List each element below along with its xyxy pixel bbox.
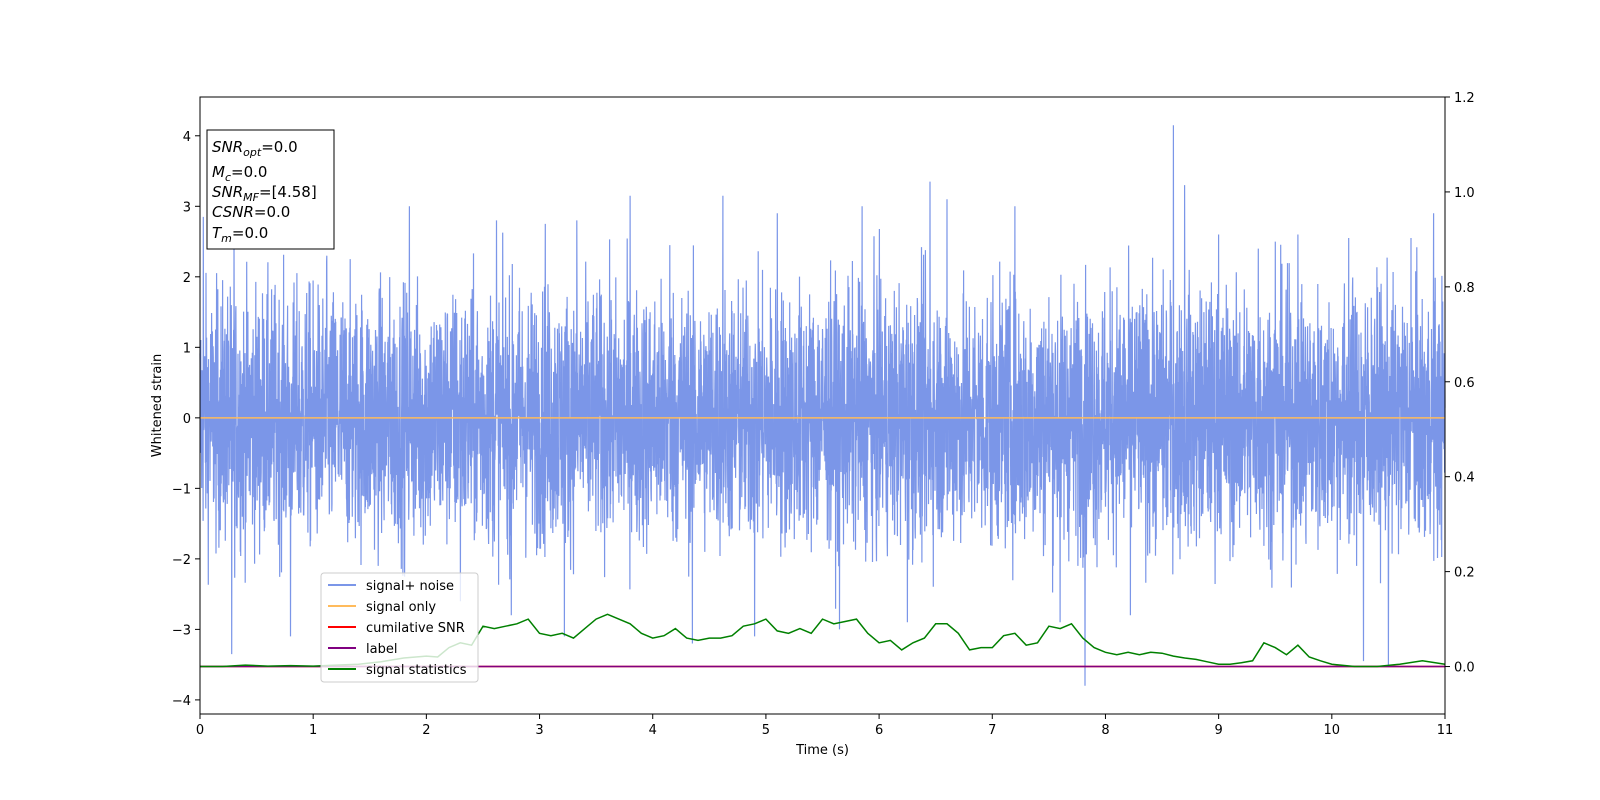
info-tm: Tm=0.0 [212,224,268,245]
legend-label-label: label [366,642,397,657]
legend: signal+ noise signal only cumilative SNR… [320,572,479,683]
y2-axis-ticks: 0.0 0.2 0.4 0.6 0.8 1.0 1.2 [1445,91,1475,676]
x-tick-label: 6 [875,723,883,738]
y2-tick-label: 0.8 [1454,281,1475,296]
x-tick-label: 7 [988,723,996,738]
info-box-frame [206,129,335,250]
signal-statistics-series [200,613,1446,668]
x-tick-label: 8 [1101,723,1109,738]
y-tick-label: 4 [183,130,191,145]
y2-tick-label: 0.2 [1454,566,1475,581]
x-tick-label: 5 [762,723,770,738]
y-tick-label: −1 [172,482,191,497]
x-tick-label: 0 [196,723,204,738]
y2-tick-label: 0.4 [1454,471,1475,486]
signal-statistics-line [200,613,1446,668]
x-tick-label: 4 [649,723,657,738]
info-snr-opt: SNRopt=0.0 [212,138,298,159]
x-tick-label: 2 [422,723,430,738]
y-tick-label: −2 [172,553,191,568]
y-tick-label: −4 [172,694,191,709]
info-mc: Mc=0.0 [212,163,267,184]
x-tick-label: 10 [1324,723,1341,738]
signal-noise-line [199,125,1446,686]
x-tick-label: 3 [535,723,543,738]
plot-frame [199,96,1446,715]
y-tick-label: 3 [183,200,191,215]
x-axis-ticks: 0 1 2 3 4 5 6 7 8 9 10 11 [196,714,1453,738]
info-snr-mf: SNRMF=[4.58] [212,183,317,204]
y2-tick-label: 1.2 [1454,91,1475,106]
legend-frame [320,572,479,683]
x-axis-label: Time (s) [795,743,849,758]
y-tick-label: −3 [172,623,191,638]
legend-label-signal-noise: signal+ noise [366,579,454,594]
x-tick-label: 1 [309,723,317,738]
x-tick-label: 9 [1214,723,1222,738]
signal-noise-series [199,125,1446,686]
legend-label-signal-only: signal only [366,600,436,615]
y2-tick-label: 0.6 [1454,376,1475,391]
y2-tick-label: 1.0 [1454,186,1475,201]
y-axis-ticks: −4 −3 −2 −1 0 1 2 3 4 [172,130,200,709]
legend-label-cumulative-snr: cumilative SNR [366,621,465,636]
y-axis-label: Whitened strain [150,354,165,457]
info-csnr: CSNR=0.0 [212,203,290,221]
legend-label-signal-statistics: signal statistics [366,663,467,678]
y-tick-label: 2 [183,271,191,286]
info-box: SNRopt=0.0 Mc=0.0 SNRMF=[4.58] CSNR=0.0 … [206,129,335,250]
x-tick-label: 11 [1437,723,1454,738]
y2-tick-label: 0.0 [1454,661,1475,676]
y-tick-label: 0 [183,412,191,427]
y-tick-label: 1 [183,341,191,356]
